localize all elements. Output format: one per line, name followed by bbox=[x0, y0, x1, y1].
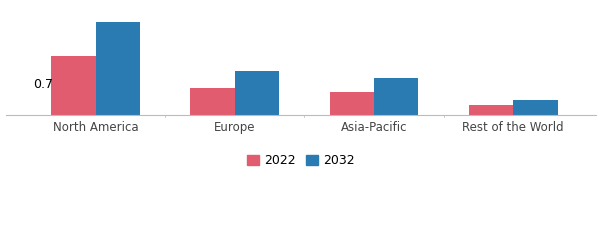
Text: 0.7: 0.7 bbox=[33, 78, 53, 91]
Bar bbox=[513, 100, 557, 115]
Bar bbox=[329, 92, 374, 115]
Bar bbox=[235, 71, 279, 115]
Legend: 2022, 2032: 2022, 2032 bbox=[242, 149, 360, 172]
Bar bbox=[468, 105, 513, 115]
Bar bbox=[374, 78, 418, 115]
Bar bbox=[96, 22, 140, 115]
Bar bbox=[190, 88, 235, 115]
Bar bbox=[51, 56, 96, 115]
